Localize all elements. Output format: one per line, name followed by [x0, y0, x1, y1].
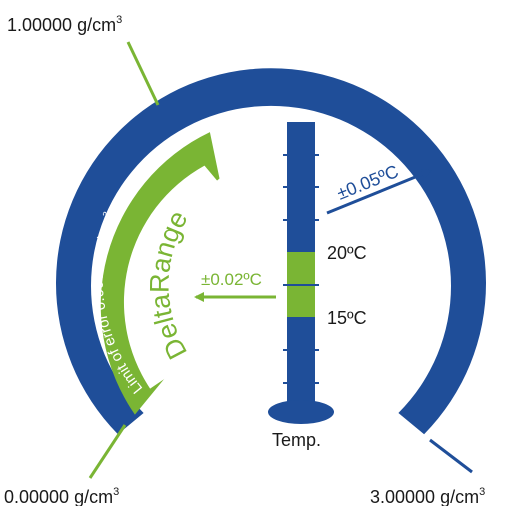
- top-left-value-label: 1.00000 g/cm3: [7, 14, 122, 35]
- blue-tolerance-arrow: [326, 169, 432, 215]
- thermometer: [268, 122, 334, 424]
- bottom-right-value-label: 3.00000 g/cm3: [370, 486, 485, 506]
- outer-accuracy-arc: [55, 68, 486, 435]
- bottom-left-value-label: 0.00000 g/cm3: [4, 486, 119, 506]
- bottom-left-tick: [88, 424, 127, 479]
- bottom-right-tick: [429, 438, 473, 474]
- temp-caption: Temp.: [272, 430, 321, 450]
- deltarange-inner-band: [123, 165, 230, 389]
- label-15c: 15ºC: [327, 308, 367, 328]
- green-tolerance-label: ±0.02ºC: [201, 270, 262, 289]
- thermometer-bulb: [268, 400, 334, 424]
- top-left-tick: [126, 41, 160, 106]
- label-20c: 20ºC: [327, 243, 367, 263]
